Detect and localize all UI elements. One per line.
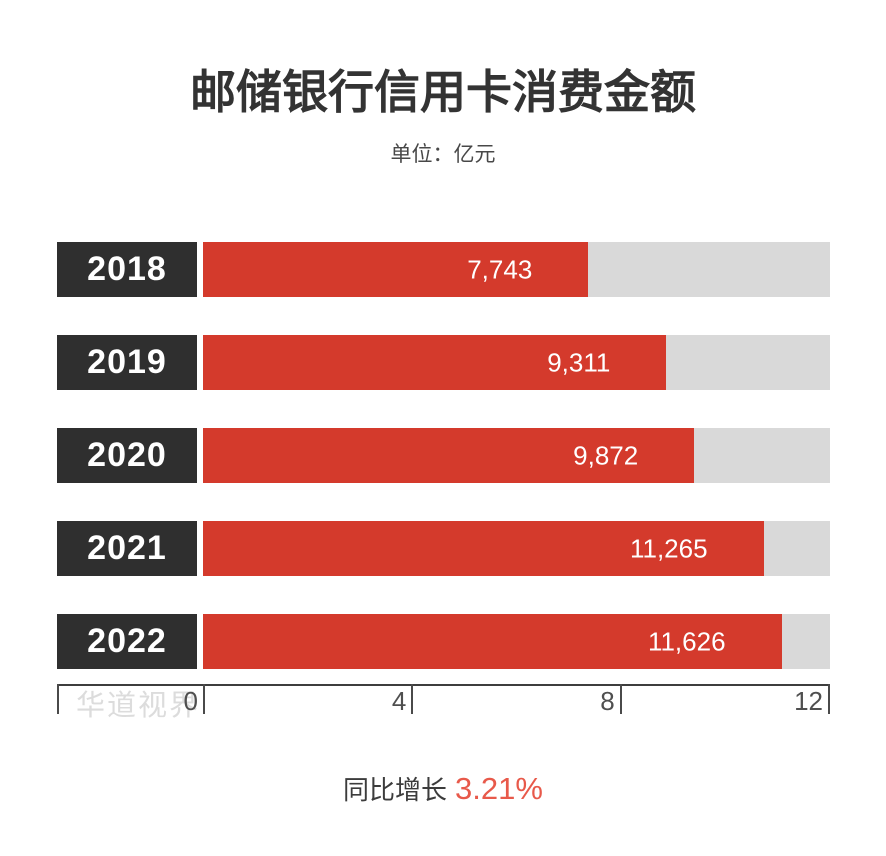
bar-track: 7,743	[203, 242, 830, 297]
bar-track: 9,311	[203, 335, 830, 390]
axis-tick-label: 12	[794, 686, 823, 716]
bar-row: 2021 11,265	[57, 521, 830, 576]
year-label: 2020	[57, 428, 197, 483]
bar-value-label: 11,265	[629, 533, 708, 563]
bar-fill: 9,311	[203, 335, 667, 390]
bar-rows: 2018 7,743 2019 9,311 2020 9,872 2021 11,265 202…	[57, 242, 830, 707]
axis-tick	[203, 684, 205, 714]
bar-value-label: 11,626	[647, 626, 726, 656]
bar-row: 2022 11,626	[57, 614, 830, 669]
growth-label: 同比增长	[343, 775, 448, 805]
axis-tick	[619, 684, 622, 714]
growth-footer: 同比增长 3.21%	[0, 770, 886, 807]
axis-tick-label: 8	[600, 686, 615, 716]
watermark-text: 华道视界	[76, 690, 201, 722]
axis-tick	[411, 684, 414, 714]
bar-track: 11,265	[203, 521, 830, 576]
unit-label: 单位：亿元	[390, 143, 496, 166]
x-axis-line	[57, 684, 830, 686]
year-label: 2019	[57, 335, 197, 390]
axis-tick-label: 4	[391, 686, 407, 716]
year-label: 2022	[57, 614, 197, 669]
axis-end-tick	[57, 684, 59, 714]
bar-track: 9,872	[203, 428, 830, 483]
bar-row: 2018 7,743	[57, 242, 830, 297]
page-title: 邮储银行信用卡消费金额	[190, 66, 696, 118]
x-axis: 0 4 8 12	[57, 684, 830, 720]
axis-tick	[828, 684, 830, 714]
bar-row: 2019 9,311	[57, 335, 830, 390]
bar-value-label: 9,311	[547, 347, 611, 377]
bar-fill: 11,265	[203, 521, 764, 576]
bar-row: 2020 9,872	[57, 428, 830, 483]
year-label: 2021	[57, 521, 197, 576]
axis-tick-label: 0	[183, 686, 198, 716]
bar-fill: 7,743	[203, 242, 589, 297]
bar-fill: 11,626	[203, 614, 782, 669]
bar-fill: 9,872	[203, 428, 695, 483]
growth-value: 3.21%	[455, 771, 543, 806]
bar-value-label: 7,743	[467, 254, 533, 284]
bar-value-label: 9,872	[573, 440, 639, 470]
year-label: 2018	[57, 242, 197, 297]
bar-track: 11,626	[203, 614, 830, 669]
